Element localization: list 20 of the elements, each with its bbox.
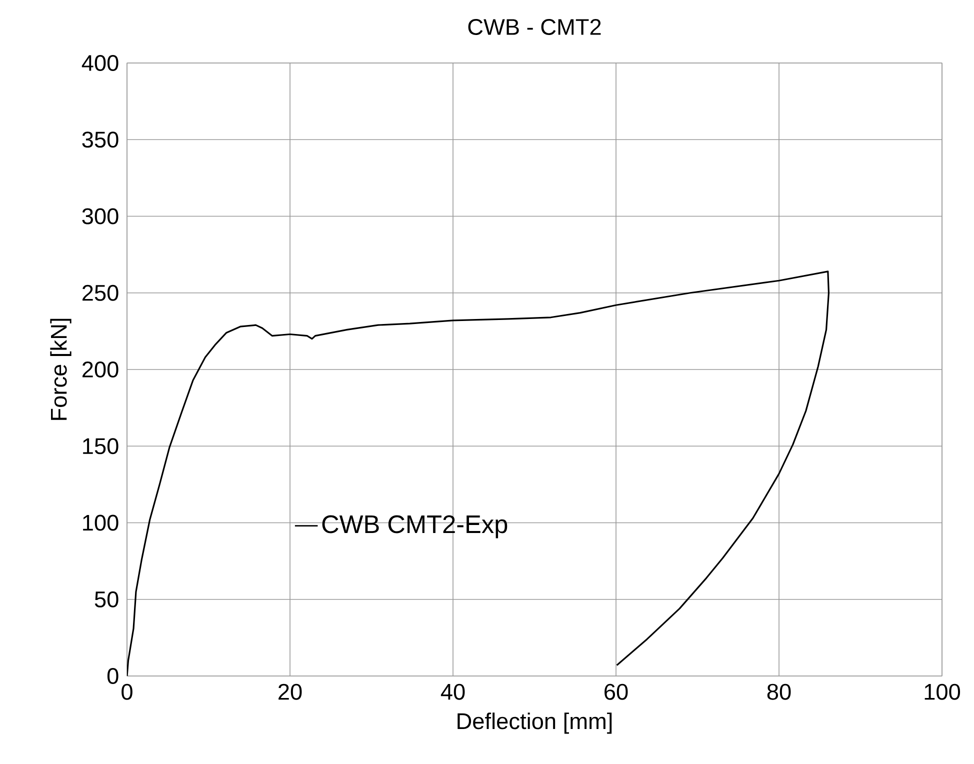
x-tick-label: 40 <box>440 684 465 700</box>
y-tick-label: 50 <box>94 591 118 608</box>
y-tick-label: 250 <box>82 284 118 301</box>
x-tick-label: 80 <box>767 684 791 700</box>
y-tick-label: 400 <box>82 54 118 72</box>
y-tick-label: 300 <box>82 208 118 224</box>
y-tick-label: 150 <box>83 438 118 454</box>
y-axis-title: Force [kN] <box>50 318 72 420</box>
legend-label: CWB CMT2-Exp <box>322 515 508 538</box>
y-tick-label: 350 <box>82 132 118 148</box>
x-tick-label: 100 <box>924 684 960 700</box>
x-tick-label: 60 <box>604 684 628 700</box>
y-tick-label: 200 <box>82 361 118 378</box>
y-tick-label: 100 <box>83 514 118 531</box>
x-tick-label: 0 <box>122 684 132 700</box>
line-series <box>127 270 830 676</box>
y-tick-label: 0 <box>107 668 118 684</box>
x-axis-title: Deflection [mm] <box>458 712 612 734</box>
chart-title: CWB - CMT2 <box>468 18 601 36</box>
x-tick-label: 20 <box>278 684 302 700</box>
